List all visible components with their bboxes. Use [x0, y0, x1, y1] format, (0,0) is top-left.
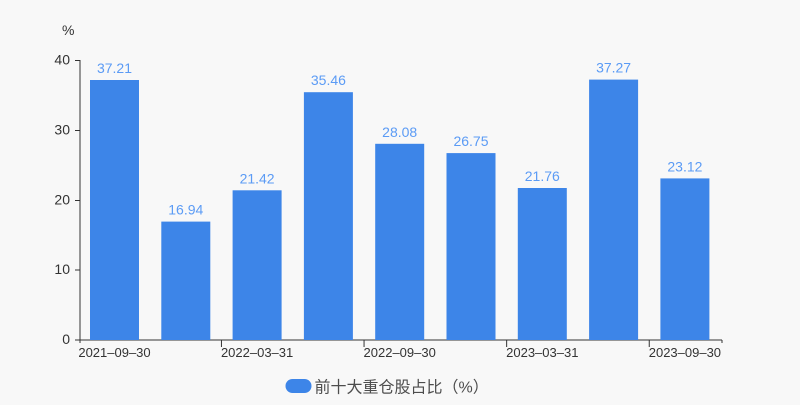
svg-text:2022–03–31: 2022–03–31 [221, 345, 293, 360]
svg-text:前十大重仓股占比（%）: 前十大重仓股占比（%） [315, 379, 489, 397]
svg-text:10: 10 [54, 261, 70, 277]
svg-text:%: % [62, 22, 74, 38]
svg-text:2021–09–30: 2021–09–30 [78, 345, 150, 360]
svg-text:0: 0 [62, 331, 70, 347]
svg-text:40: 40 [54, 52, 70, 68]
svg-text:37.27: 37.27 [596, 60, 631, 76]
svg-text:30: 30 [54, 122, 70, 138]
svg-text:28.08: 28.08 [382, 124, 417, 140]
svg-text:16.94: 16.94 [168, 202, 203, 218]
svg-text:21.42: 21.42 [240, 170, 275, 186]
svg-text:2023–09–30: 2023–09–30 [649, 345, 721, 360]
svg-text:2023–03–31: 2023–03–31 [506, 345, 578, 360]
svg-text:35.46: 35.46 [311, 72, 346, 88]
svg-text:26.75: 26.75 [453, 133, 488, 149]
svg-text:2022–09–30: 2022–09–30 [364, 345, 436, 360]
svg-text:37.21: 37.21 [97, 60, 132, 76]
svg-text:21.76: 21.76 [525, 168, 560, 184]
svg-text:23.12: 23.12 [667, 158, 702, 174]
svg-text:20: 20 [54, 192, 70, 208]
